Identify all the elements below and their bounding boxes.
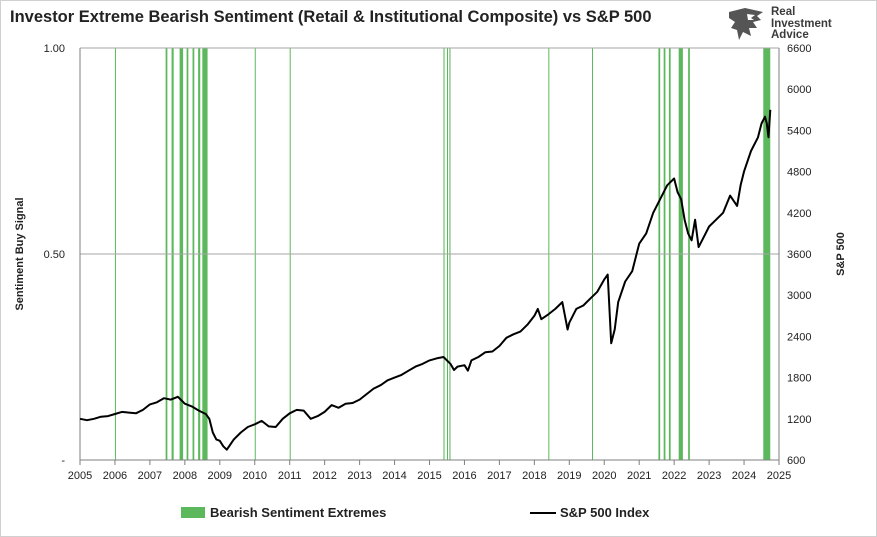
x-tick-label: 2016 <box>452 470 476 482</box>
x-tick-label: 2009 <box>208 470 232 482</box>
right-tick-label: 1800 <box>787 373 811 385</box>
x-tick-label: 2021 <box>627 470 651 482</box>
right-tick-label: 3600 <box>787 249 811 261</box>
x-tick-label: 2008 <box>173 470 197 482</box>
x-tick-label: 2025 <box>767 470 791 482</box>
logo-text: Real Investment Advice <box>771 6 832 42</box>
gridlines <box>80 47 779 255</box>
sp500-line <box>79 109 772 451</box>
left-tick-label: - <box>61 455 65 467</box>
right-tick-label: 600 <box>787 455 805 467</box>
logo-line-2: Investment <box>771 17 832 30</box>
right-tick-label: 6000 <box>787 84 811 96</box>
left-tick-label: 1.00 <box>44 43 65 55</box>
right-tick-label: 1200 <box>787 414 811 426</box>
x-tick-label: 2006 <box>103 470 127 482</box>
x-tick-label: 2013 <box>347 470 371 482</box>
right-tick-label: 2400 <box>787 331 811 343</box>
x-tick-label: 2023 <box>697 470 721 482</box>
left-tick-label: 0.50 <box>44 249 65 261</box>
x-tick-label: 2018 <box>522 470 546 482</box>
x-tick-label: 2022 <box>662 470 686 482</box>
legend-bars-label: Bearish Sentiment Extremes <box>210 505 387 520</box>
eagle-icon <box>729 8 763 40</box>
x-tick-label: 2011 <box>278 470 302 482</box>
legend-line: S&P 500 Index <box>530 505 649 520</box>
logo-line-1: Real <box>771 6 796 18</box>
x-tick-label: 2012 <box>312 470 336 482</box>
legend-bar-swatch <box>181 507 205 518</box>
legend-bars: Bearish Sentiment Extremes <box>181 505 386 520</box>
legend-line-swatch <box>530 511 556 514</box>
x-tick-label: 2024 <box>732 470 756 482</box>
right-tick-label: 4800 <box>787 167 811 179</box>
legend-line-label: S&P 500 Index <box>560 505 650 520</box>
chart-title: Investor Extreme Bearish Sentiment (Reta… <box>10 8 652 26</box>
x-tick-label: 2020 <box>592 470 616 482</box>
x-tick-label: 2014 <box>382 470 406 482</box>
right-tick-label: 5400 <box>787 125 811 137</box>
x-tick-label: 2015 <box>417 470 441 482</box>
x-tick-label: 2019 <box>557 470 581 482</box>
right-tick-label: 4200 <box>787 208 811 220</box>
x-tick-label: 2005 <box>68 470 92 482</box>
right-tick-label: 3000 <box>787 290 811 302</box>
logo-line-3: Advice <box>771 29 809 41</box>
x-tick-label: 2007 <box>138 470 162 482</box>
axes: - 0.50 1.00 600 1200 1800 2400 3000 3600 4200 4800… <box>44 43 812 482</box>
sp500-line-group <box>79 109 772 451</box>
real-investment-advice-logo: Real Investment Advice <box>727 6 867 42</box>
x-tick-label: 2010 <box>243 470 267 482</box>
x-tick-label: 2017 <box>487 470 511 482</box>
right-tick-label: 6600 <box>787 43 811 55</box>
